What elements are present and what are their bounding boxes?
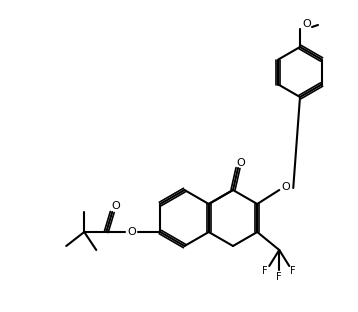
Text: O: O: [282, 182, 291, 192]
Text: F: F: [262, 266, 268, 276]
Text: O: O: [127, 227, 136, 237]
Text: O: O: [237, 158, 245, 168]
Text: F: F: [276, 272, 282, 282]
Text: O: O: [303, 19, 311, 29]
Text: O: O: [111, 201, 120, 211]
Text: F: F: [290, 266, 296, 276]
